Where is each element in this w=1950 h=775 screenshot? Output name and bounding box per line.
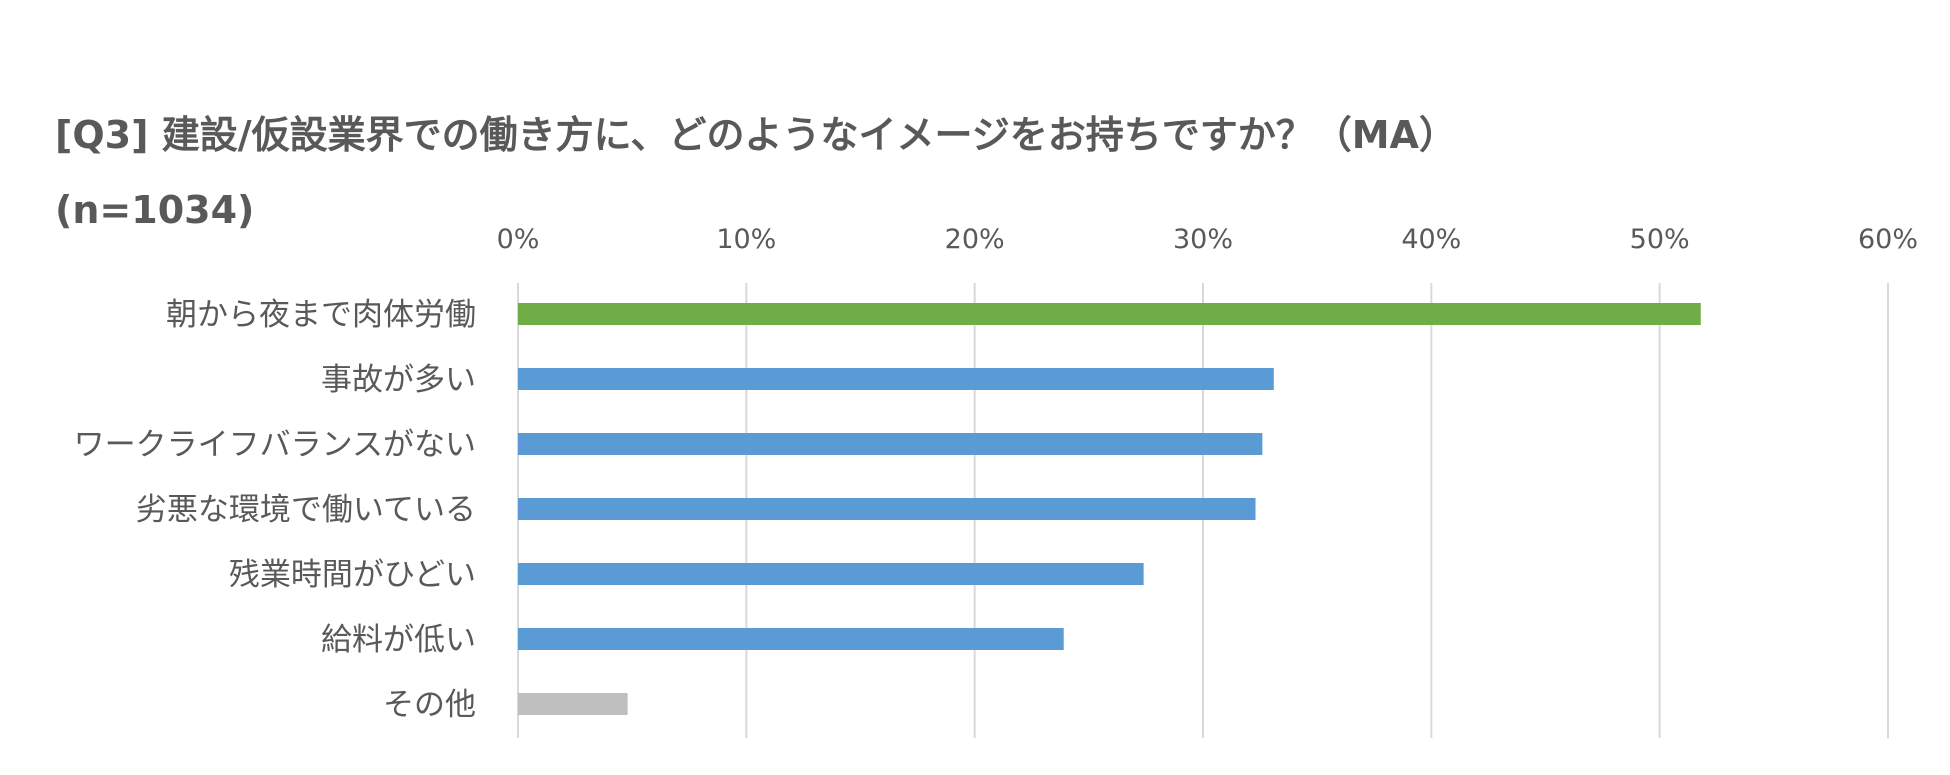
category-label: 残業時間がひどい (229, 557, 476, 593)
category-label: 劣悪な環境で働いている (136, 492, 476, 528)
category-label: 事故が多い (321, 362, 476, 398)
x-tick-label: 40% (1401, 224, 1461, 255)
bar (518, 368, 1274, 390)
x-tick-label: 20% (945, 224, 1005, 255)
category-label: その他 (383, 687, 476, 723)
bar (518, 628, 1064, 650)
x-axis-tick-labels: 0% 10% 20% 30% 40% 50% 60% (497, 224, 1918, 255)
chart-title: [Q3] 建設/仮設業界での働き方に、どのようなイメージをお持ちですか？（MA） (55, 113, 1457, 157)
x-tick-label: 60% (1858, 224, 1918, 255)
bars (518, 303, 1701, 715)
x-tick-label: 0% (497, 224, 540, 255)
x-tick-label: 30% (1173, 224, 1233, 255)
category-label: ワークライフバランスがない (74, 427, 476, 463)
bar (518, 563, 1144, 585)
chart-subtitle: (n=1034) (55, 188, 255, 232)
bar (518, 433, 1263, 455)
bar (518, 498, 1256, 520)
x-tick-label: 10% (716, 224, 776, 255)
bar (518, 693, 628, 715)
x-tick-label: 50% (1630, 224, 1690, 255)
bar (518, 303, 1701, 325)
category-label: 給料が低い (321, 622, 476, 658)
category-label: 朝から夜まで肉体労働 (166, 297, 476, 333)
category-labels: 朝から夜まで肉体労働事故が多いワークライフバランスがない劣悪な環境で働いている残… (74, 297, 476, 723)
